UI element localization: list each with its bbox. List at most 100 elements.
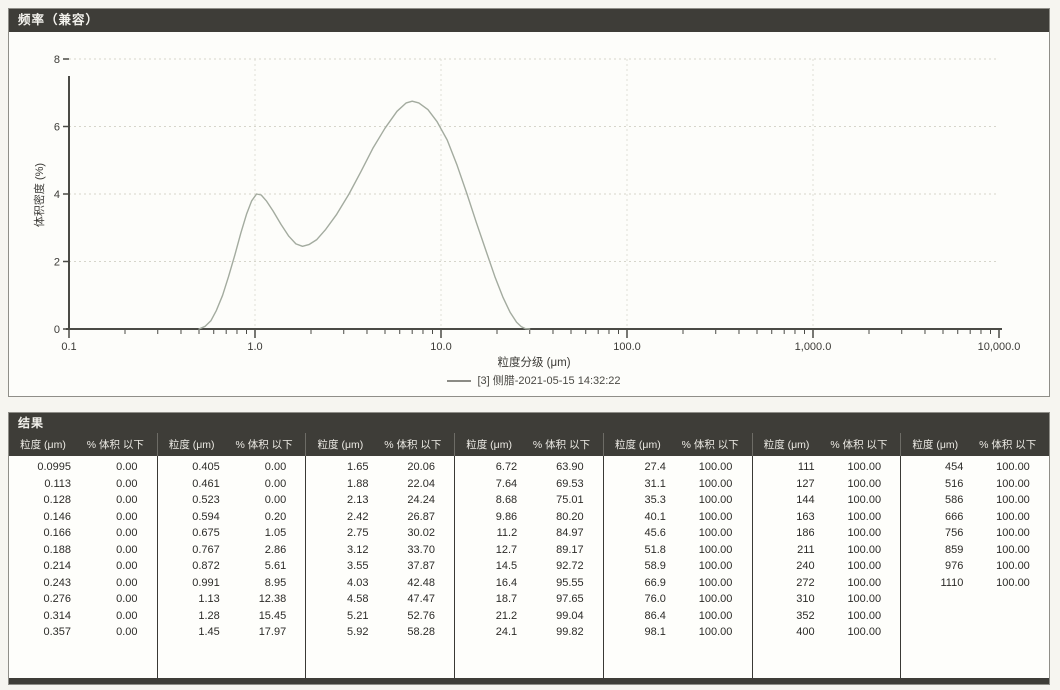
legend-line-swatch (447, 380, 472, 383)
col-header-pct: % 体积 以下 (235, 439, 293, 451)
size-value: 0.243 (43, 576, 72, 589)
y-tick-label: 0 (54, 324, 60, 336)
table-row: 400 100.00 (753, 624, 901, 641)
pct-below-value: 37.87 (407, 560, 435, 573)
table-row: 2.13 24.24 (306, 492, 454, 509)
pct-below-value: 100.00 (847, 477, 882, 490)
pct-below-value: 0.00 (116, 494, 138, 507)
pct-below-value: 33.70 (407, 543, 435, 556)
x-tick-label: 0.1 (61, 341, 76, 353)
size-value: 0.0995 (37, 461, 72, 474)
table-row: 86.4 100.00 (604, 608, 752, 625)
table-row: 1.65 20.06 (306, 459, 454, 476)
pct-below-value: 63.90 (556, 461, 584, 474)
size-value: 2.42 (347, 510, 369, 523)
pct-below-value: 100.00 (847, 626, 882, 639)
pct-below-value: 100.00 (698, 593, 733, 606)
size-value: 1.88 (347, 477, 369, 490)
col-header-pct: % 体积 以下 (830, 439, 888, 451)
table-row: 21.2 99.04 (455, 608, 603, 625)
size-value: 976 (944, 560, 964, 573)
size-value: 9.86 (495, 510, 518, 523)
x-tick-label: 1,000.0 (795, 341, 832, 353)
size-value: 1.13 (198, 593, 220, 606)
pct-below-value: 92.72 (556, 560, 584, 573)
col-header-pct: % 体积 以下 (979, 439, 1037, 451)
results-header-group: 粒度 (μm) % 体积 以下 (751, 433, 901, 456)
table-row: 186 100.00 (753, 525, 901, 542)
size-value: 111 (797, 461, 815, 474)
size-value: 0.991 (192, 576, 220, 589)
table-row: 756 100.00 (901, 525, 1049, 542)
pct-below-value: 100.00 (847, 461, 882, 474)
pct-below-value: 0.00 (116, 510, 138, 523)
size-value: 272 (796, 576, 815, 589)
table-row: 0.872 5.61 (158, 558, 306, 575)
pct-below-value: 100.00 (996, 576, 1030, 589)
table-row: 0.188 0.00 (9, 542, 157, 559)
col-header-pct: % 体积 以下 (681, 439, 739, 451)
col-header-size: 粒度 (μm) (20, 439, 66, 451)
table-row: 6.72 63.90 (455, 459, 603, 476)
size-value: 0.128 (43, 494, 72, 507)
table-row: 272 100.00 (753, 575, 901, 592)
results-header-group: 粒度 (μm) % 体积 以下 (9, 433, 157, 456)
table-row: 0.314 0.00 (9, 608, 157, 625)
pct-below-value: 100.00 (996, 461, 1030, 474)
table-row: 12.7 89.17 (455, 542, 603, 559)
table-row: 0.276 0.00 (9, 591, 157, 608)
size-value: 51.8 (644, 543, 666, 556)
col-header-size: 粒度 (μm) (466, 439, 512, 451)
size-value: 18.7 (495, 593, 518, 606)
results-column-group: 6.72 63.90 7.64 69.53 8.68 75.01 9.86 80.20 11.2… (454, 456, 603, 678)
y-tick-label: 2 (54, 257, 60, 269)
y-axis-title: 体积密度 (%) (34, 162, 46, 228)
table-row: 0.461 0.00 (158, 476, 306, 493)
pct-below-value: 100.00 (698, 609, 733, 622)
pct-below-value: 100.00 (847, 560, 882, 573)
size-value: 1.28 (198, 609, 220, 622)
table-row: 2.42 26.87 (306, 509, 454, 526)
size-value: 16.4 (495, 576, 518, 589)
size-value: 45.6 (644, 527, 666, 540)
table-row: 859 100.00 (901, 542, 1049, 559)
size-value: 1110 (940, 576, 964, 589)
size-value: 6.72 (495, 461, 518, 474)
size-value: 144 (796, 494, 815, 507)
pct-below-value: 95.55 (556, 576, 584, 589)
results-bottom-bar (9, 678, 1049, 684)
table-row: 1.13 12.38 (158, 591, 306, 608)
results-panel: 结果 粒度 (μm) % 体积 以下 粒度 (μm) % 体积 以下 粒度 (μm) % … (8, 412, 1050, 685)
table-row: 586 100.00 (901, 492, 1049, 509)
col-header-pct: % 体积 以下 (86, 439, 144, 451)
results-panel-title: 结果 (9, 413, 1049, 433)
table-row: 3.12 33.70 (306, 542, 454, 559)
col-header-pct: % 体积 以下 (532, 439, 591, 451)
size-value: 58.9 (644, 560, 666, 573)
pct-below-value: 5.61 (264, 560, 287, 573)
table-row: 0.991 8.95 (158, 575, 306, 592)
table-row: 310 100.00 (753, 591, 901, 608)
table-row: 8.68 75.01 (455, 492, 603, 509)
pct-below-value: 17.97 (258, 626, 287, 639)
col-header-size: 粒度 (μm) (614, 439, 661, 451)
table-row: 40.1 100.00 (604, 509, 752, 526)
pct-below-value: 100.00 (698, 494, 733, 507)
pct-below-value: 100.00 (996, 527, 1030, 540)
size-value: 2.13 (347, 494, 369, 507)
table-row: 163 100.00 (753, 509, 901, 526)
pct-below-value: 69.53 (556, 477, 584, 490)
pct-below-value: 0.00 (116, 560, 138, 573)
pct-below-value: 89.17 (556, 543, 584, 556)
x-tick-label: 10.0 (430, 341, 451, 353)
pct-below-value: 0.20 (264, 510, 287, 523)
size-value: 0.113 (44, 477, 72, 490)
table-row: 0.357 0.00 (9, 624, 157, 641)
size-value: 454 (944, 461, 964, 474)
table-row: 111 100.00 (753, 459, 901, 476)
table-row: 1.88 22.04 (306, 476, 454, 493)
size-value: 0.767 (192, 543, 220, 556)
table-row: 4.03 42.48 (306, 575, 454, 592)
table-row: 666 100.00 (901, 509, 1049, 526)
size-value: 756 (944, 527, 964, 540)
